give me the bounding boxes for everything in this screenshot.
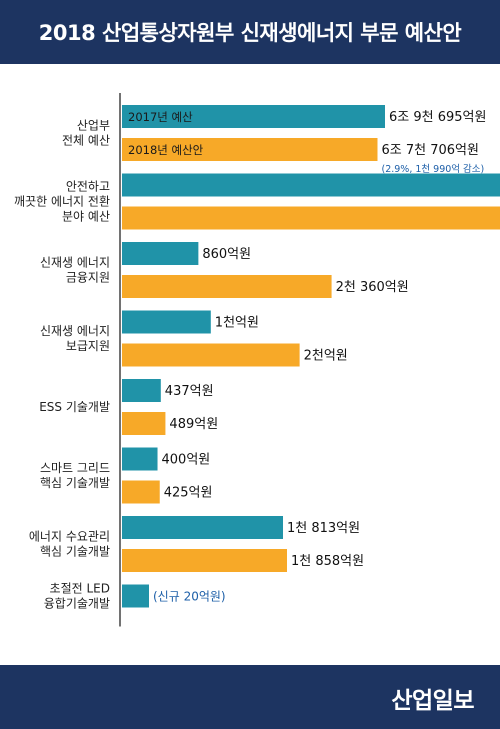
category-label: 보급지원 bbox=[66, 339, 110, 353]
category-label: 에너지 수요관리 bbox=[29, 530, 110, 544]
data-label: 860억원 bbox=[202, 247, 251, 262]
bar-2017 bbox=[122, 584, 149, 608]
bar-2017 bbox=[122, 105, 385, 128]
bar-2017 bbox=[122, 310, 211, 334]
page-title: 2018 산업통상자원부 신재생에너지 부문 예산안 bbox=[0, 0, 500, 64]
bar-2017 bbox=[122, 447, 158, 471]
bar-2018 bbox=[122, 275, 332, 298]
category-label: 산업부 bbox=[77, 119, 110, 133]
data-label: 1천 813억원 bbox=[287, 521, 360, 536]
footer-banner: 산업일보 bbox=[0, 665, 500, 729]
legend-2017: 2017년 예산 bbox=[128, 110, 193, 124]
category-label: 신재생 에너지 bbox=[40, 256, 110, 270]
bar-2018 bbox=[122, 138, 378, 161]
category-label: 깨끗한 에너지 전환 bbox=[14, 195, 110, 209]
data-label: 400억원 bbox=[162, 453, 211, 468]
bar-2018 bbox=[122, 343, 300, 367]
category-label: 금융지원 bbox=[66, 271, 110, 285]
category-label: 신재생 에너지 bbox=[40, 324, 110, 338]
category-label: 융합기술개발 bbox=[44, 597, 110, 611]
annotation-decrease: (2.9%, 1천 990억 감소) bbox=[381, 163, 484, 175]
data-label: 437억원 bbox=[165, 384, 214, 399]
category-label: 스마트 그리드 bbox=[40, 461, 110, 475]
category-label: 전체 예산 bbox=[62, 134, 110, 148]
data-label: 1천 858억원 bbox=[291, 554, 364, 569]
data-label: 2천 360억원 bbox=[336, 280, 409, 295]
data-label: (신규 20억원) bbox=[153, 590, 226, 604]
bar-2017 bbox=[122, 516, 284, 539]
bar-2017 bbox=[122, 173, 500, 197]
data-label: 6조 7천 706억원 bbox=[381, 143, 478, 158]
bar-2018 bbox=[122, 480, 160, 504]
data-label: 489억원 bbox=[169, 417, 218, 432]
category-label: 안전하고 bbox=[66, 180, 110, 194]
category-label: 핵심 기술개발 bbox=[40, 545, 110, 559]
category-label: 분야 예산 bbox=[62, 210, 110, 224]
data-label: 2천억원 bbox=[304, 349, 348, 364]
bar-2018 bbox=[122, 412, 166, 435]
category-label: ESS 기술개발 bbox=[39, 400, 110, 414]
data-label: 425억원 bbox=[164, 486, 213, 501]
category-label: 핵심 기술개발 bbox=[40, 476, 110, 490]
brand-logo: 산업일보 bbox=[391, 688, 474, 714]
data-label: 1천억원 bbox=[215, 316, 259, 331]
bar-2017 bbox=[122, 242, 199, 265]
legend-2018: 2018년 예산안 bbox=[128, 143, 204, 157]
bar-2017 bbox=[122, 379, 161, 402]
bar-2018 bbox=[122, 549, 287, 572]
category-label: 초절전 LED bbox=[50, 582, 110, 596]
data-label: 6조 9천 695억원 bbox=[389, 110, 486, 125]
bar-2018 bbox=[122, 206, 500, 230]
